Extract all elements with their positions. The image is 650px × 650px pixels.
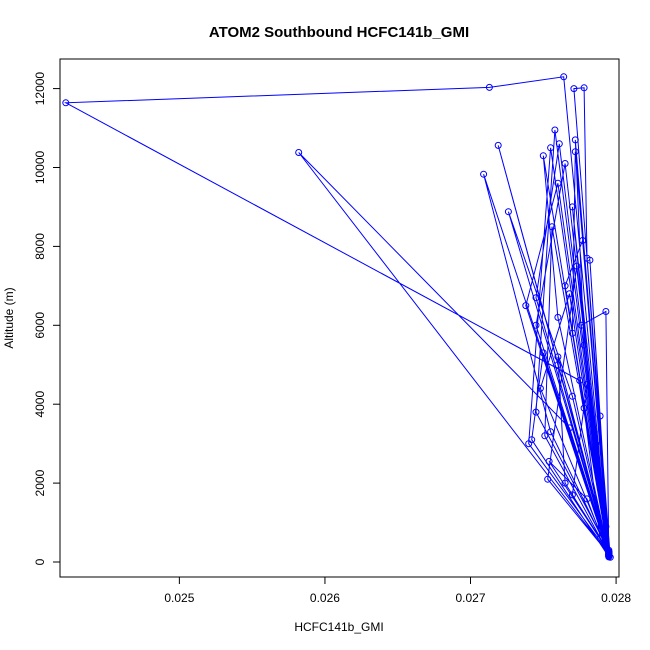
data-point xyxy=(554,353,562,361)
data-layer xyxy=(62,73,614,561)
chart-title: ATOM2 Southbound HCFC141b_GMI xyxy=(209,24,469,41)
data-point xyxy=(504,208,512,216)
data-point xyxy=(583,381,591,388)
y-tick-label: 6000 xyxy=(33,312,47,339)
data-point xyxy=(568,203,576,211)
data-point xyxy=(544,475,552,483)
data-point xyxy=(566,424,573,432)
x-tick-label: 0.027 xyxy=(456,591,486,605)
data-point xyxy=(602,308,610,315)
y-tick-label: 4000 xyxy=(33,391,47,418)
data-point xyxy=(551,126,559,134)
y-axis: 0 2000 4000 6000 8000 10000 12000 xyxy=(33,72,61,565)
data-point xyxy=(566,290,573,298)
y-tick-label: 12000 xyxy=(33,72,47,106)
data-point xyxy=(480,170,488,178)
data-point xyxy=(532,294,540,302)
data-point xyxy=(602,523,610,530)
data-point xyxy=(568,491,576,499)
data-point xyxy=(568,392,576,400)
x-axis-label: HCFC141b_GMI xyxy=(294,620,383,634)
data-point xyxy=(485,83,493,91)
data-point xyxy=(545,457,553,465)
y-tick-label: 10000 xyxy=(33,150,47,184)
x-tick-label: 0.028 xyxy=(601,591,631,605)
data-point xyxy=(605,551,613,559)
data-point xyxy=(560,73,568,81)
y-axis-label: Altitude (m) xyxy=(2,287,16,348)
data-point xyxy=(580,84,588,92)
x-axis: 0.025 0.026 0.027 0.028 xyxy=(164,576,631,605)
data-point xyxy=(539,152,547,160)
x-tick-label: 0.025 xyxy=(164,591,194,605)
data-point xyxy=(571,136,579,144)
data-point xyxy=(586,256,594,264)
data-point xyxy=(573,262,581,270)
data-point xyxy=(561,282,569,290)
data-point xyxy=(568,329,576,337)
data-point xyxy=(547,144,555,152)
series-line xyxy=(63,76,611,558)
data-point xyxy=(592,440,600,448)
plot-frame xyxy=(59,58,620,578)
data-point xyxy=(580,341,588,349)
data-point xyxy=(577,321,585,329)
data-point xyxy=(561,160,569,167)
y-tick-label: 0 xyxy=(33,558,47,565)
y-tick-label: 8000 xyxy=(33,233,47,260)
data-point xyxy=(62,99,70,107)
data-point xyxy=(295,149,303,156)
data-point xyxy=(554,313,562,321)
x-tick-label: 0.026 xyxy=(310,591,340,605)
data-point xyxy=(554,179,562,187)
data-point xyxy=(541,432,549,440)
data-point xyxy=(548,223,556,231)
data-point xyxy=(522,302,530,310)
data-point xyxy=(583,495,591,503)
data-point xyxy=(590,428,598,436)
data-point xyxy=(539,349,547,357)
data-point xyxy=(596,412,604,420)
data-point xyxy=(532,321,540,329)
data-point xyxy=(536,384,544,392)
data-point xyxy=(555,140,563,148)
data-point xyxy=(532,408,540,416)
data-point xyxy=(528,436,536,444)
data-point xyxy=(494,141,502,149)
data-point xyxy=(576,377,584,384)
data-point xyxy=(580,404,588,412)
data-point xyxy=(571,148,579,156)
data-point xyxy=(579,237,587,244)
data-point xyxy=(596,534,604,542)
data-point xyxy=(605,549,613,557)
y-tick-label: 2000 xyxy=(33,469,47,496)
data-point xyxy=(554,361,562,369)
data-point xyxy=(570,85,578,93)
data-point xyxy=(561,479,569,487)
data-point xyxy=(547,428,555,436)
